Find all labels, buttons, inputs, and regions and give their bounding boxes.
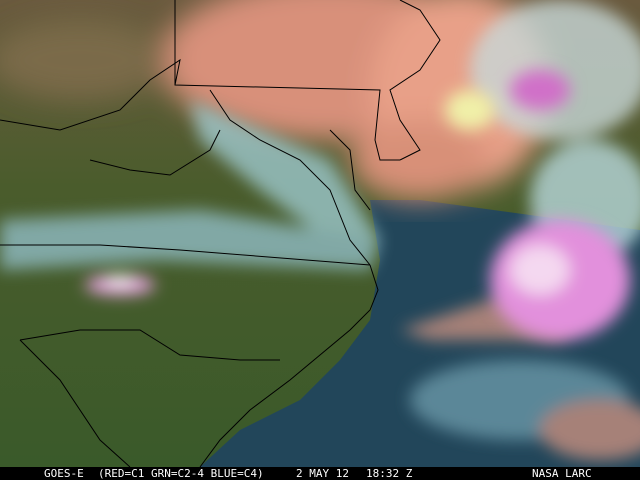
caption-bar: GOES-E (RED=C1 GRN=C2-4 BLUE=C4) 2 MAY 1… (0, 467, 640, 480)
satellite-label: GOES-E (44, 467, 84, 480)
high-cloud (85, 70, 630, 340)
credit-label: NASA LARC (532, 467, 592, 480)
time-label: 18:32 Z (366, 467, 413, 480)
caption: GOES-E (RED=C1 GRN=C2-4 BLUE=C4) 2 MAY 1… (0, 467, 640, 480)
date-label: 2 MAY 12 (296, 467, 349, 480)
channels-label: (RED=C1 GRN=C2-4 BLUE=C4) (98, 467, 264, 480)
borders (0, 0, 440, 467)
